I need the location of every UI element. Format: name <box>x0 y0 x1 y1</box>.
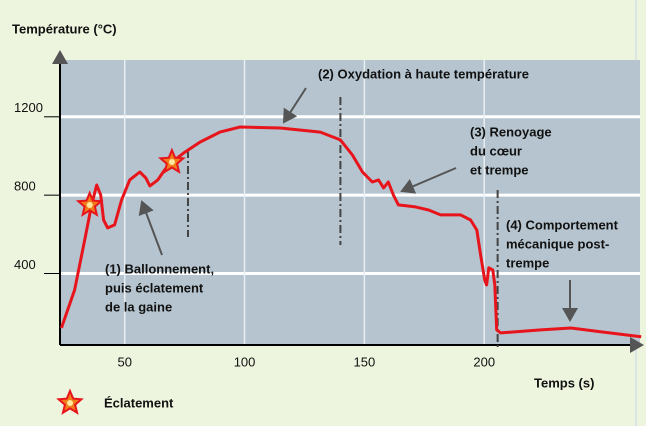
y-tick-label: 400 <box>14 257 36 272</box>
y-tick-label: 800 <box>14 179 36 194</box>
annotation: (2) Oxydation à haute température <box>318 66 529 81</box>
annotation: (4) Comportement <box>506 217 619 232</box>
data-line <box>59 125 642 339</box>
legend-label: Éclatement <box>104 395 174 410</box>
annotation: trempe <box>506 255 549 270</box>
y-tick-label: 1200 <box>14 100 43 115</box>
annotation: (3) Renoyage <box>470 124 552 139</box>
annotation: de la gaine <box>105 299 172 314</box>
x-tick-label: 50 <box>117 354 131 369</box>
annotation: (1) Ballonnement, <box>105 261 214 276</box>
x-tick-label: 150 <box>354 354 376 369</box>
annotation-arrow <box>400 167 457 194</box>
burst-center <box>168 159 175 166</box>
burst-center <box>86 201 93 208</box>
annotation: mécanique post- <box>506 236 609 251</box>
grid <box>60 60 640 345</box>
y-axis-label: Température (°C) <box>12 21 117 36</box>
annotation: puis éclatement <box>105 280 204 295</box>
annotation: et trempe <box>470 162 529 177</box>
x-tick-label: 200 <box>473 354 495 369</box>
annotation: du cœur <box>470 143 522 158</box>
annotation-arrow <box>282 87 307 124</box>
x-tick-label: 100 <box>234 354 256 369</box>
legend-marker-center <box>67 400 73 406</box>
plot-area <box>60 60 640 345</box>
x-axis-label: Temps (s) <box>534 375 594 390</box>
annotation-arrow <box>138 200 163 256</box>
